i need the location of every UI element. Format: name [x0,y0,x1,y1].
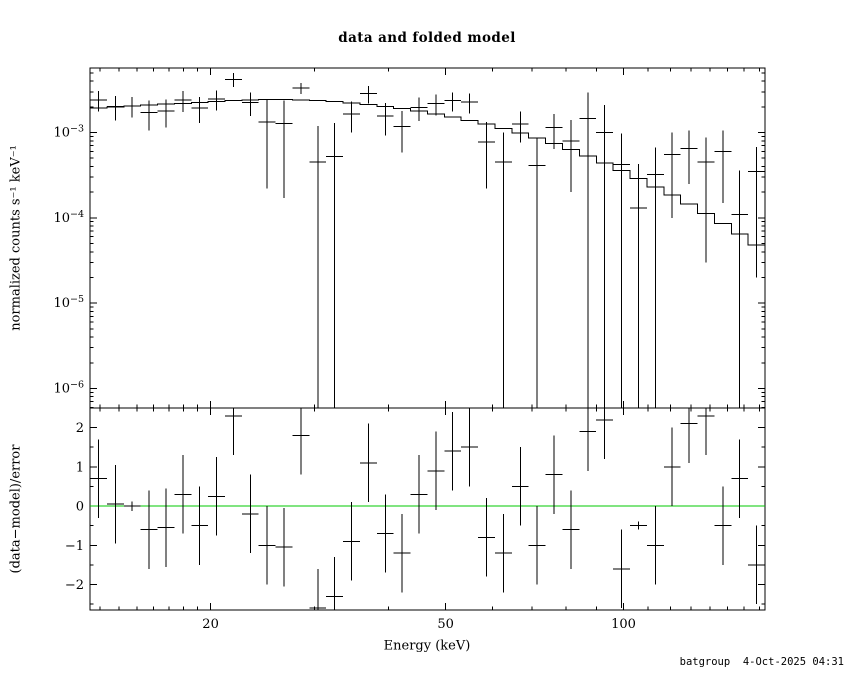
svg-text:1: 1 [76,460,84,475]
axes-frame [89,67,766,611]
top-panel-frame [89,67,766,409]
y-tick-labels-top: 10−3 10−4 10−5 10−6 [53,123,84,396]
bottom-panel-frame [89,407,766,611]
svg-text:10−5: 10−5 [53,294,84,311]
plot-title: data and folded model [338,30,516,46]
x-tick-labels: 20 50 100 [202,617,636,632]
svg-text:20: 20 [202,617,219,632]
svg-text:10−6: 10−6 [53,379,84,396]
x-axis-label: Energy (keV) [383,638,471,654]
residual-points [90,408,765,610]
svg-text:−1: −1 [65,539,84,554]
svg-text:100: 100 [611,617,636,632]
data-points [90,72,765,408]
svg-text:−2: −2 [65,578,84,593]
y-tick-labels-bottom: −2 −1 0 1 2 [65,421,84,593]
svg-text:10−3: 10−3 [53,123,84,140]
footer-timestamp: batgroup 4-Oct-2025 04:31 [679,656,844,668]
svg-text:0: 0 [76,500,84,515]
svg-text:10−4: 10−4 [53,209,84,226]
svg-text:50: 50 [437,617,454,632]
svg-text:2: 2 [76,421,84,436]
folded-model-line [90,99,765,246]
